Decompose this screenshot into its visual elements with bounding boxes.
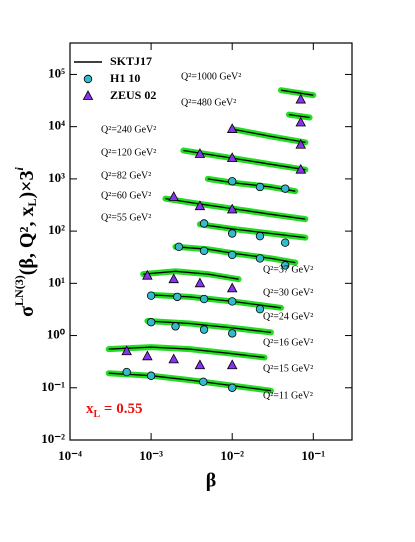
legend-swatch	[83, 74, 93, 84]
plot-frame	[69, 42, 353, 441]
h1-point	[199, 325, 209, 334]
q2-label: Q²=480 GeV²	[181, 97, 236, 108]
zeus-point	[226, 203, 238, 214]
h1-point	[174, 242, 184, 252]
h1-point	[171, 322, 180, 331]
h1-point	[280, 238, 290, 247]
q2-label: Q²=55 GeV²	[101, 212, 151, 223]
x-tick-label: 10⁻²	[220, 448, 244, 463]
x-axis-label: β	[206, 470, 217, 492]
h1-point	[199, 219, 209, 228]
y-label-part: )×3	[16, 170, 38, 198]
h1-point	[122, 367, 131, 377]
h1-point	[255, 304, 265, 314]
y-tick-label: 10¹	[48, 274, 65, 289]
y-label-part: LN(3)	[12, 275, 26, 306]
h1-point	[146, 371, 156, 380]
h1-point	[146, 318, 156, 327]
zeus-point	[142, 269, 153, 280]
zeus-point	[194, 359, 206, 370]
xl-part: L	[94, 409, 101, 420]
zeus-point	[295, 163, 307, 174]
legend-swatch	[82, 90, 94, 100]
zeus-point	[194, 277, 206, 288]
h1-point	[255, 254, 265, 263]
y-tick-label: 10⁰	[47, 327, 66, 342]
y-tick-label: 10⁻¹	[41, 379, 65, 394]
h1-point	[199, 294, 209, 304]
q2-label: Q²=16 GeV²	[263, 337, 313, 348]
q2-label: Q²=120 GeV²	[101, 147, 156, 158]
zeus-point	[194, 200, 206, 211]
xl-part: x	[86, 401, 94, 417]
h1-point	[255, 182, 265, 192]
q2-label: Q²=240 GeV²	[101, 124, 156, 135]
y-tick-label: 10⁴	[48, 118, 65, 133]
x-tick-label: 10⁻¹	[301, 448, 325, 463]
zeus-point	[168, 273, 179, 284]
y-label-part: (β, Q², x	[16, 207, 38, 276]
h1-point	[228, 383, 237, 392]
q2-label: Q²=60 GeV²	[101, 190, 151, 201]
h1-point	[173, 292, 182, 302]
legend-label: SKTJ17	[110, 54, 152, 68]
zeus-point	[226, 282, 238, 293]
y-label-part: L	[25, 199, 39, 207]
y-label-part: σ	[16, 306, 38, 317]
q2-label: Q²=37 GeV²	[263, 264, 313, 275]
zeus-point	[295, 93, 307, 104]
zeus-point	[226, 123, 238, 133]
zeus-point	[168, 191, 179, 201]
y-label-part: i	[12, 166, 26, 170]
q2-label: Q²=15 GeV²	[263, 363, 313, 374]
q2-label: Q²=24 GeV²	[263, 311, 313, 322]
h1-point	[228, 297, 237, 306]
y-axis-label: σLN(3)(β, Q², xL)×3i	[12, 166, 39, 316]
h1-point	[228, 329, 237, 338]
zeus-point	[194, 148, 206, 158]
xl-part: = 0.55	[100, 401, 142, 417]
x-tick-label: 10⁻⁴	[58, 448, 82, 463]
zeus-point	[295, 138, 307, 149]
y-tick-label: 10²	[48, 222, 65, 237]
h1-point	[280, 184, 290, 193]
q2-label: Q²=30 GeV²	[263, 287, 313, 298]
zeus-point	[121, 345, 132, 356]
h1-point	[199, 246, 209, 255]
h1-point	[146, 291, 156, 300]
h1-point	[228, 177, 237, 186]
h1-point	[199, 377, 208, 387]
h1-point	[228, 229, 237, 238]
zeus-point	[226, 152, 238, 163]
y-tick-label: 10⁵	[48, 65, 65, 80]
y-tick-label: 10⁻²	[41, 431, 65, 446]
q2-label: Q²=1000 GeV²	[181, 71, 241, 82]
zeus-point	[226, 359, 238, 370]
legend-label: ZEUS 02	[110, 88, 156, 102]
zeus-point	[168, 353, 179, 364]
q2-label: Q²=11 GeV²	[263, 390, 313, 401]
h1-point	[228, 250, 237, 260]
zeus-point	[295, 116, 307, 127]
q2-label: Q²=82 GeV²	[101, 170, 151, 181]
x-tick-label: 10⁻³	[139, 448, 163, 463]
legend-label: H1 10	[110, 71, 140, 85]
h1-point	[255, 231, 265, 241]
h1-point	[280, 261, 290, 270]
zeus-point	[142, 350, 153, 361]
y-tick-label: 10³	[48, 170, 65, 185]
xl-annotation: xL = 0.55	[86, 401, 142, 420]
